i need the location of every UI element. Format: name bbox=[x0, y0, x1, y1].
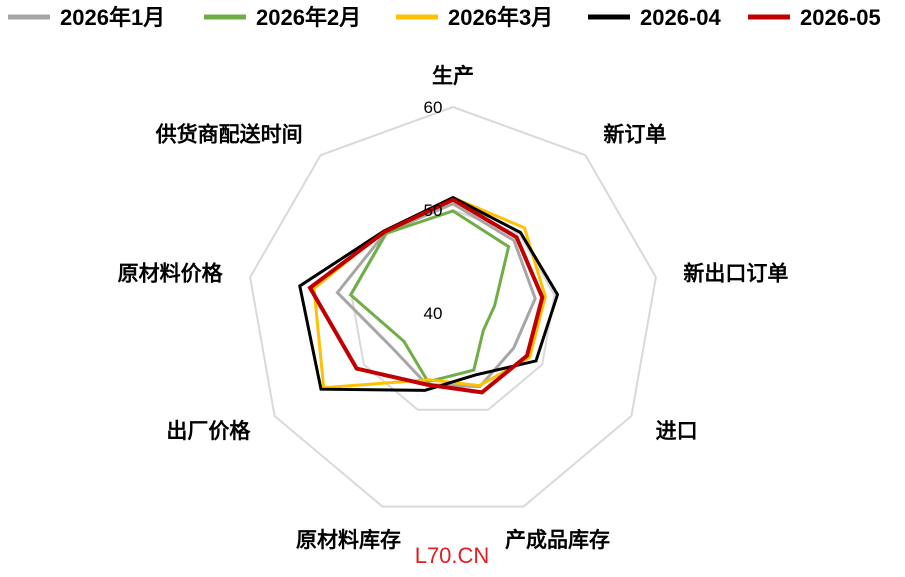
axis-label-9: 供货商配送时间 bbox=[155, 123, 303, 147]
legend: 2026年1月 2026年2月 2026年3月 2026-04 2026-05 bbox=[8, 5, 881, 30]
legend-label-1: 2026年1月 bbox=[60, 5, 165, 30]
axis-label-3: 新出口订单 bbox=[683, 261, 788, 285]
series-line-5 bbox=[307, 197, 545, 395]
grid-ring-60 bbox=[249, 105, 657, 508]
tick-label-50: 50 bbox=[424, 201, 443, 220]
series-line-2 bbox=[348, 209, 511, 384]
legend-label-3: 2026年3月 bbox=[448, 5, 553, 30]
tick-label-60: 60 bbox=[424, 98, 443, 117]
axis-label-8: 原材料价格 bbox=[118, 261, 224, 285]
tick-label-40: 40 bbox=[424, 304, 443, 323]
series-group bbox=[298, 195, 560, 395]
legend-label-4: 2026-04 bbox=[640, 5, 722, 30]
series-line-4 bbox=[298, 195, 560, 392]
watermark-text: L70.CN bbox=[415, 543, 490, 568]
axis-label-1: 生产 bbox=[432, 64, 474, 88]
series-line-1 bbox=[335, 202, 537, 389]
legend-label-5: 2026-05 bbox=[800, 5, 881, 30]
tick-labels: 40 50 60 bbox=[424, 98, 443, 323]
axis-label-6: 原材料库存 bbox=[296, 528, 401, 552]
axis-label-7: 出厂价格 bbox=[166, 419, 251, 443]
legend-label-2: 2026年2月 bbox=[256, 5, 361, 30]
radar-grid bbox=[249, 105, 657, 508]
axis-label-4: 进口 bbox=[656, 419, 698, 443]
axis-label-5: 产成品库存 bbox=[505, 528, 610, 552]
axis-label-2: 新订单 bbox=[603, 123, 666, 147]
